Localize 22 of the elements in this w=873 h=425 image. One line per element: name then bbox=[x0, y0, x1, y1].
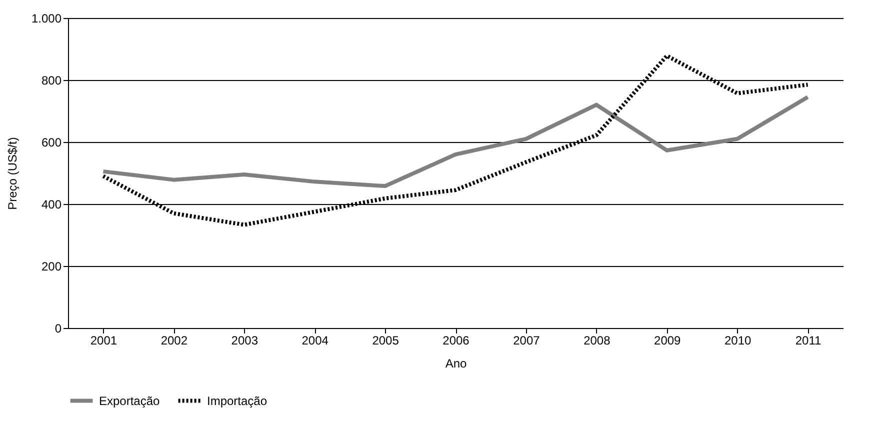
x-tick-label: 2005 bbox=[372, 334, 400, 348]
y-tick-label: 0 bbox=[54, 322, 62, 336]
line-series bbox=[101, 95, 810, 188]
x-tick-label: 2011 bbox=[795, 334, 822, 348]
x-tick-label: 2010 bbox=[724, 334, 752, 348]
y-axis-title: Preço (US$/t) bbox=[5, 137, 20, 210]
x-tick-label: 2002 bbox=[160, 334, 188, 348]
x-tick-label: 2003 bbox=[231, 334, 258, 348]
y-tick-label: 800 bbox=[41, 74, 62, 88]
legend-label: Importação bbox=[207, 394, 268, 408]
y-tick-label: 1.000 bbox=[31, 12, 62, 26]
x-tick-label: 2009 bbox=[654, 334, 682, 348]
x-tick-label: 2006 bbox=[442, 334, 470, 348]
x-tick-label: 2007 bbox=[513, 334, 540, 348]
y-tick-label: 400 bbox=[41, 198, 62, 212]
y-tick-label: 600 bbox=[41, 136, 62, 150]
x-tick-label: 2004 bbox=[302, 334, 329, 348]
x-tick-label: 2008 bbox=[584, 334, 611, 348]
legend-label: Exportação bbox=[99, 394, 160, 408]
x-axis-title: Ano bbox=[445, 356, 467, 370]
y-tick-label: 200 bbox=[41, 260, 62, 274]
x-tick-label: 2001 bbox=[90, 334, 118, 348]
